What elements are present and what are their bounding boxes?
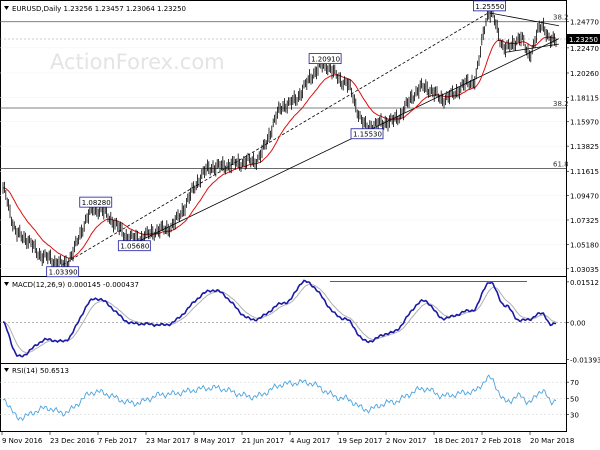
support-trendline xyxy=(136,38,560,243)
rsi-tick-label: 50 xyxy=(570,395,579,403)
macd-title: MACD(12,26,9) 0.000145 -0.000437 xyxy=(12,281,139,289)
watermark: ActionForex.com xyxy=(50,50,225,74)
price-tick-label: 1.09470 xyxy=(570,193,599,201)
x-tick-label: 23 Mar 2017 xyxy=(146,437,190,445)
price-tick-label: 1.18115 xyxy=(570,94,599,102)
macd-title-arrow-icon xyxy=(4,282,9,286)
channel-trendline xyxy=(62,12,489,266)
triangle-upper-line xyxy=(489,12,559,27)
annotation-box xyxy=(117,240,151,252)
x-tick-label: 21 Jun 2017 xyxy=(242,437,284,445)
price-tick-label: 1.05180 xyxy=(570,241,599,249)
rsi-panel-frame xyxy=(0,363,567,432)
fib-level-label: 38.2 xyxy=(553,14,569,22)
x-tick-label: 19 Sep 2017 xyxy=(338,437,382,445)
price-layer: 38.2 38.2 61.8 1.03390 1.08280 1.05680 1.20910… xyxy=(0,0,569,278)
rsi-tick-label: 30 xyxy=(570,411,579,419)
price-title-arrow-icon xyxy=(4,6,9,10)
macd-layer xyxy=(0,279,566,358)
rsi-tick-label: 70 xyxy=(570,379,579,387)
x-tick-label: 9 Nov 2016 xyxy=(2,437,43,445)
annotation-box xyxy=(46,266,80,278)
macd-tick-label: 0.00 xyxy=(570,319,586,327)
fib-level-label: 61.8 xyxy=(553,160,569,168)
rsi-layer xyxy=(0,374,566,422)
x-tick-label: 4 Aug 2017 xyxy=(290,437,330,445)
annotation-label: 1.05680 xyxy=(120,243,149,251)
x-tick-label: 7 Feb 2017 xyxy=(98,437,137,445)
x-tick-label: 8 May 2017 xyxy=(194,437,235,445)
price-tick-label: 1.15970 xyxy=(570,119,599,127)
rsi-title-arrow-icon xyxy=(4,368,9,372)
x-tick-label: 2 Feb 2018 xyxy=(482,437,521,445)
annotation-label: 1.25550 xyxy=(475,3,504,11)
fib-level-label: 38.2 xyxy=(553,100,569,108)
price-tick-label: 1.22470 xyxy=(570,45,599,53)
x-tick-label: 18 Dec 2017 xyxy=(434,437,479,445)
x-tick-label: 23 Dec 2016 xyxy=(50,437,95,445)
annotation-label: 1.03390 xyxy=(49,269,78,277)
moving-average-line xyxy=(3,36,557,259)
x-tick-label: 20 Mar 2018 xyxy=(530,437,574,445)
price-title: EURUSD,Daily 1.23256 1.23457 1.23064 1.2… xyxy=(12,5,186,13)
price-tick-label: 1.07325 xyxy=(570,217,599,225)
last-price-badge xyxy=(567,34,600,45)
macd-signal-line xyxy=(2,283,557,354)
price-tick-label: 1.11615 xyxy=(570,168,599,176)
macd-panel-frame xyxy=(0,276,567,364)
price-tick-label: 1.20260 xyxy=(570,70,599,78)
annotation-box xyxy=(473,0,506,12)
price-tick-label: 1.03035 xyxy=(570,266,599,274)
price-tick-label: 1.13825 xyxy=(570,143,599,151)
annotation-label: 1.08280 xyxy=(82,199,111,207)
annotation-label: 1.20910 xyxy=(311,56,340,64)
last-price-label: 1.23250 xyxy=(569,36,598,44)
annotation-box xyxy=(350,128,384,140)
x-tick-label: 2 Nov 2017 xyxy=(386,437,426,445)
annotation-box xyxy=(79,196,113,208)
rsi-line xyxy=(2,374,557,422)
annotation-label: 1.15530 xyxy=(353,131,382,139)
annotation-box xyxy=(308,53,342,64)
macd-tick-label: 0.01512 xyxy=(570,279,599,287)
price-tick-label: 1.24770 xyxy=(570,19,599,27)
macd-tick-label: -0.01393 xyxy=(570,356,600,364)
rsi-title: RSI(14) 50.6513 xyxy=(12,367,69,375)
macd-line xyxy=(2,279,557,358)
